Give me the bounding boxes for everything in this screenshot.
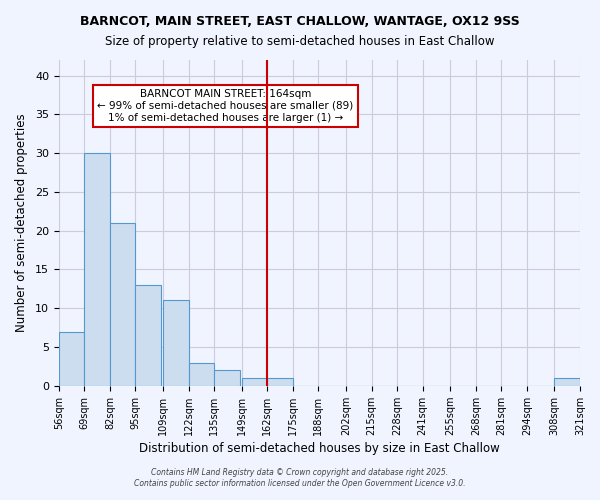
Bar: [110, 223, 136, 386]
Bar: [59, 332, 85, 386]
Bar: [214, 370, 240, 386]
Bar: [242, 378, 267, 386]
X-axis label: Distribution of semi-detached houses by size in East Challow: Distribution of semi-detached houses by …: [139, 442, 500, 455]
Text: BARNCOT, MAIN STREET, EAST CHALLOW, WANTAGE, OX12 9SS: BARNCOT, MAIN STREET, EAST CHALLOW, WANT…: [80, 15, 520, 28]
Bar: [85, 153, 110, 386]
Bar: [554, 378, 580, 386]
Text: Contains HM Land Registry data © Crown copyright and database right 2025.
Contai: Contains HM Land Registry data © Crown c…: [134, 468, 466, 487]
Text: Size of property relative to semi-detached houses in East Challow: Size of property relative to semi-detach…: [105, 35, 495, 48]
Text: BARNCOT MAIN STREET: 164sqm
← 99% of semi-detached houses are smaller (89)
1% of: BARNCOT MAIN STREET: 164sqm ← 99% of sem…: [97, 90, 354, 122]
Bar: [136, 285, 161, 386]
Y-axis label: Number of semi-detached properties: Number of semi-detached properties: [15, 114, 28, 332]
Bar: [163, 300, 188, 386]
Bar: [188, 362, 214, 386]
Bar: [267, 378, 293, 386]
